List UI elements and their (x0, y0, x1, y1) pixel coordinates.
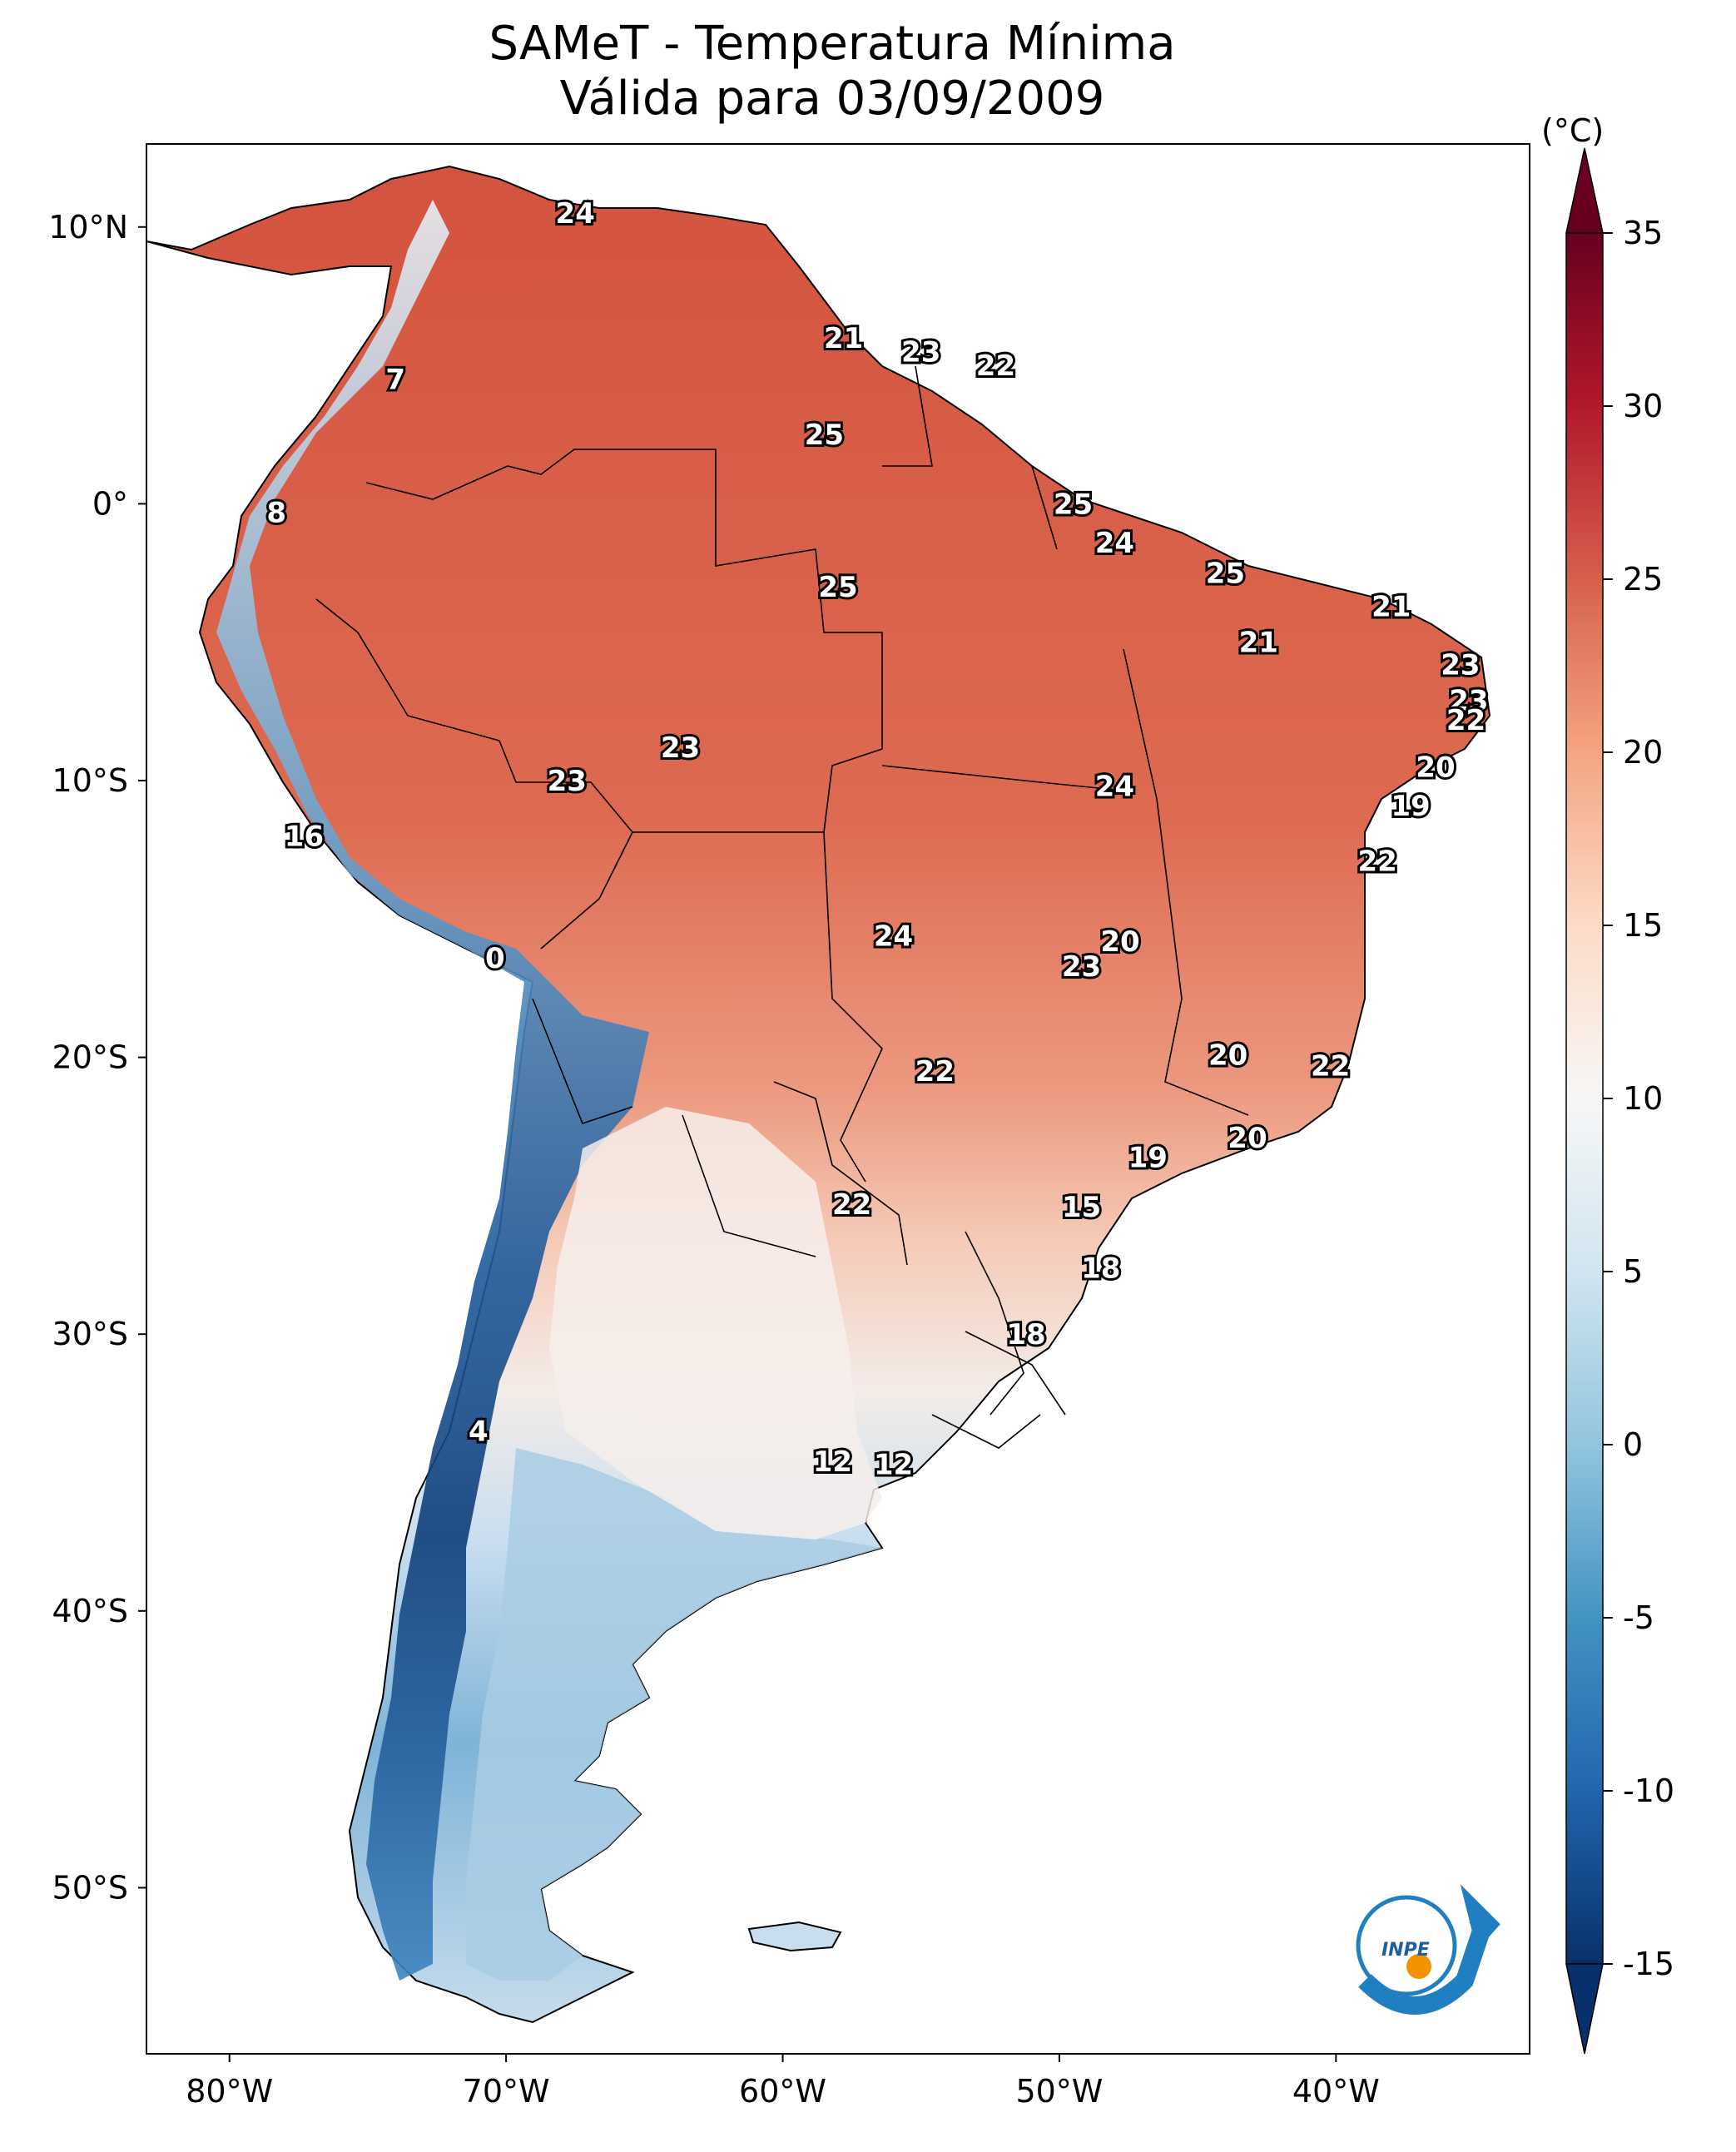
map-frame (146, 143, 1530, 2055)
lon-tick-label: 40°W (1292, 2073, 1380, 2110)
colorbar-tick-label: 5 (1623, 1253, 1643, 1290)
inpe-logo: INPE (1356, 1884, 1500, 2015)
station-value-label: 20 (1416, 751, 1455, 784)
lon-tick-label: 70°W (463, 2073, 550, 2110)
lat-tick-label: 10°N (48, 209, 128, 245)
colorbar-tick-label: 20 (1623, 734, 1663, 771)
colorbar-tick-label: 0 (1623, 1426, 1643, 1463)
station-value-label: 7 (385, 364, 405, 397)
lon-tick-label: 80°W (186, 2073, 273, 2110)
patagonia-steppe (466, 1448, 882, 1981)
colorbar-max-extension (1565, 147, 1604, 234)
lat-tick-label: 40°S (52, 1593, 128, 1629)
station-value-label: 18 (1006, 1318, 1045, 1351)
latitude-axis: 10°N 0° 10°S 20°S 30°S 40°S 50°S (48, 209, 146, 1906)
station-value-label: 12 (813, 1445, 852, 1479)
station-value-label: 23 (1441, 648, 1480, 682)
station-value-label: 22 (832, 1188, 871, 1222)
colorbar-unit: (°C) (1541, 112, 1604, 149)
station-value-label: 24 (1095, 771, 1134, 804)
station-value-label: 22 (915, 1055, 955, 1088)
lon-tick-label: 50°W (1015, 2073, 1103, 2110)
colorbar-tick-label: -10 (1623, 1773, 1674, 1809)
station-value-label: 23 (548, 765, 587, 798)
station-value-label: 25 (818, 571, 857, 604)
station-value-label: 19 (1128, 1141, 1168, 1174)
colorbar-tick-label: 35 (1623, 215, 1663, 251)
station-value-label: 24 (556, 197, 595, 231)
colorbar-tick-label: 15 (1623, 907, 1663, 944)
station-value-label: 22 (976, 350, 1015, 383)
station-value-label: 12 (874, 1449, 913, 1482)
colorbar-tick-label: 10 (1623, 1080, 1663, 1117)
station-value-label: 8 (266, 496, 286, 529)
station-value-label: 20 (1100, 925, 1139, 959)
station-value-label: 21 (1239, 627, 1278, 660)
station-value-label: 21 (1371, 590, 1411, 623)
station-value-label: 23 (901, 335, 940, 369)
station-value-label: 15 (1062, 1191, 1101, 1224)
lon-tick-label: 60°W (739, 2073, 826, 2110)
map-subtitle: Válida para 03/09/2009 (559, 72, 1105, 126)
station-value-label: 0 (485, 942, 505, 975)
pampas-pale (549, 1107, 882, 1540)
lat-tick-label: 50°S (52, 1869, 128, 1906)
station-value-label: 24 (1095, 527, 1134, 560)
station-value-label: 19 (1391, 790, 1430, 823)
lat-tick-label: 0° (92, 485, 128, 522)
station-value-label: 20 (1228, 1122, 1267, 1155)
colorbar: (°C) 35 30 25 20 15 10 5 0 -5 -10 -15 (1541, 112, 1674, 2055)
station-value-label: 23 (1449, 685, 1488, 718)
station-value-label: 22 (1358, 845, 1397, 878)
colorbar-tick-label: -15 (1623, 1946, 1674, 1982)
colorbar-tick-label: 30 (1623, 388, 1663, 424)
map-title: SAMeT - Temperatura Mínima (489, 17, 1176, 71)
station-value-label: 24 (874, 920, 913, 953)
station-value-label: 25 (1206, 558, 1245, 591)
colorbar-min-extension (1565, 1963, 1604, 2055)
andes-cold-band (216, 200, 649, 1981)
station-value-label: 23 (1062, 950, 1101, 984)
lat-tick-label: 30°S (52, 1316, 128, 1352)
station-value-label: 21 (824, 322, 863, 355)
lat-tick-label: 20°S (52, 1039, 128, 1076)
station-value-label: 20 (1208, 1039, 1247, 1072)
lat-tick-label: 10°S (52, 762, 128, 799)
station-value-label: 22 (1446, 704, 1486, 737)
colorbar-tick-label: 25 (1623, 561, 1663, 598)
station-value-label: 23 (661, 731, 700, 765)
colorbar-body (1565, 232, 1604, 1965)
logo-text: INPE (1381, 1940, 1430, 1961)
station-value-label: 25 (1054, 488, 1093, 521)
colorbar-ticks: 35 30 25 20 15 10 5 0 -5 -10 -15 (1603, 215, 1674, 1982)
station-value-label: 25 (805, 419, 844, 452)
colorbar-tick-label: -5 (1623, 1599, 1654, 1636)
station-value-label: 18 (1081, 1252, 1120, 1285)
station-value-label: 4 (469, 1416, 489, 1449)
country-borders (315, 365, 1249, 1449)
temperature-field (146, 165, 1491, 2024)
station-value-label: 22 (1311, 1050, 1350, 1083)
falkland-islands (747, 1921, 842, 1952)
longitude-axis: 80°W 70°W 60°W 50°W 40°W (186, 2054, 1380, 2110)
station-value-label: 16 (285, 821, 324, 854)
